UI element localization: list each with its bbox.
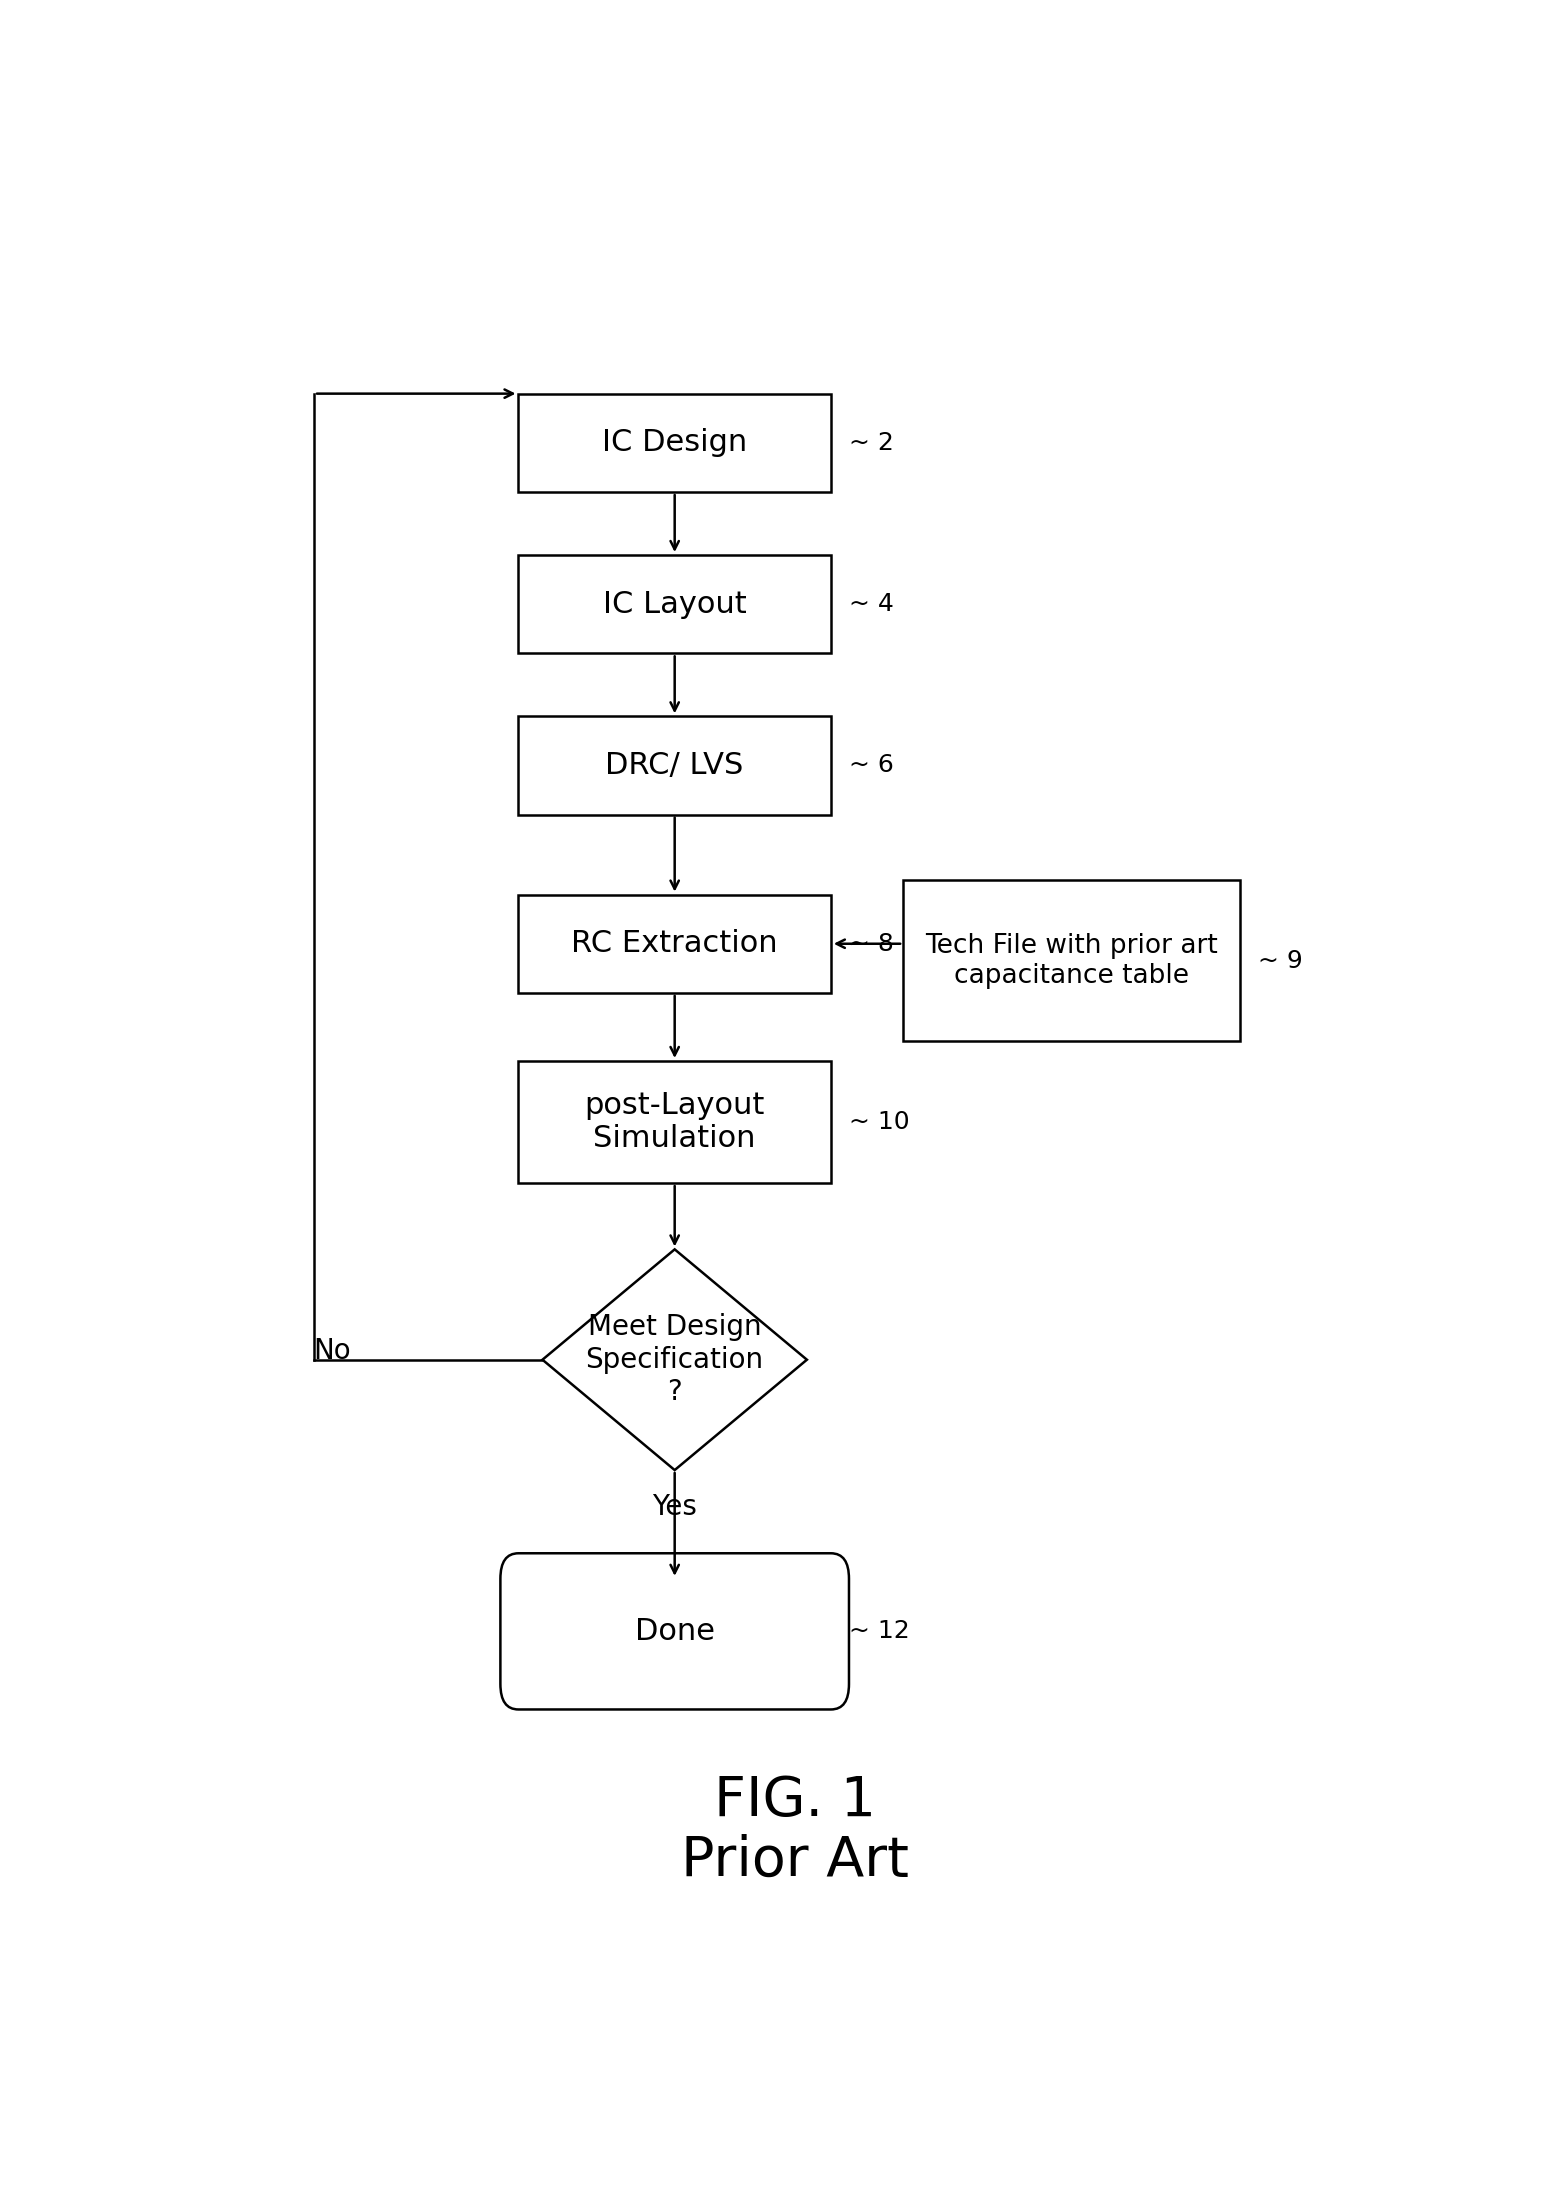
Text: DRC/ LVS: DRC/ LVS [605,752,744,781]
Text: IC Layout: IC Layout [603,589,746,620]
FancyBboxPatch shape [518,395,831,492]
Text: Yes: Yes [653,1493,696,1521]
Text: ~ 12: ~ 12 [848,1618,910,1643]
Text: Prior Art: Prior Art [681,1835,909,1887]
FancyBboxPatch shape [501,1552,848,1709]
Text: ~ 10: ~ 10 [848,1109,909,1133]
FancyBboxPatch shape [518,1061,831,1184]
Text: IC Design: IC Design [602,428,748,456]
Text: ~ 2: ~ 2 [848,430,893,454]
Text: ~ 6: ~ 6 [848,754,893,778]
Text: ~ 8: ~ 8 [848,933,893,955]
FancyBboxPatch shape [518,717,831,814]
FancyBboxPatch shape [518,556,831,653]
Text: post-Layout
Simulation: post-Layout Simulation [585,1091,765,1153]
Text: Done: Done [634,1616,715,1645]
Text: RC Extraction: RC Extraction [571,928,779,959]
Text: Tech File with prior art
capacitance table: Tech File with prior art capacitance tab… [924,933,1218,988]
FancyBboxPatch shape [903,880,1239,1041]
FancyBboxPatch shape [518,895,831,992]
Text: ~ 4: ~ 4 [848,593,893,615]
Text: ~ 9: ~ 9 [1258,948,1303,972]
Text: Meet Design
Specification
?: Meet Design Specification ? [586,1314,763,1407]
Text: FIG. 1: FIG. 1 [713,1775,876,1828]
Text: No: No [313,1336,351,1365]
Polygon shape [543,1250,807,1471]
